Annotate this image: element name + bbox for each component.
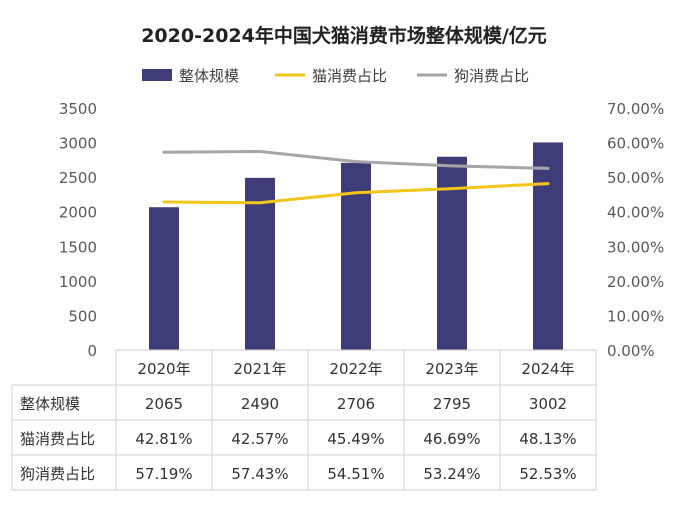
legend-label: 猫消费占比: [312, 67, 387, 85]
legend-label: 狗消费占比: [454, 67, 529, 85]
table-cell: 42.57%: [231, 430, 288, 448]
table-cell: 2065: [145, 395, 183, 413]
series-line: [162, 150, 550, 170]
table-cell: 46.69%: [423, 430, 480, 448]
left-axis: 0 500 1000 1500 2000 2500 3000 3500: [59, 100, 97, 360]
legend: 整体规模 猫消费占比 狗消费占比: [142, 67, 529, 85]
table-cell: 3002: [529, 395, 567, 413]
series-line: [162, 182, 550, 205]
right-axis: 0.00% 10.00% 20.00% 30.00% 40.00% 50.00% 60.00…: [607, 100, 664, 360]
right-axis-tick-label: 60.00%: [607, 135, 664, 153]
bar-series: [149, 142, 563, 350]
table-row-header: 整体规模: [20, 395, 80, 413]
table-cell: 53.24%: [423, 465, 480, 483]
table-row-header: 狗消费占比: [20, 465, 95, 483]
line-series: [162, 150, 550, 205]
category-label: 2021年: [233, 360, 286, 378]
left-axis-tick-label: 1500: [59, 238, 97, 256]
left-axis-tick-label: 0: [87, 342, 97, 360]
right-axis-tick-label: 0.00%: [607, 342, 655, 360]
right-axis-tick-label: 30.00%: [607, 238, 664, 256]
right-axis-tick-label: 20.00%: [607, 273, 664, 291]
left-axis-tick-label: 3000: [59, 135, 97, 153]
category-label: 2022年: [329, 360, 382, 378]
legend-swatch-bar: [142, 69, 172, 81]
category-label: 2024年: [521, 360, 574, 378]
left-axis-tick-label: 3500: [59, 100, 97, 118]
table-cell: 2795: [433, 395, 471, 413]
bar: [149, 207, 179, 350]
table-cell: 42.81%: [135, 430, 192, 448]
table-cell: 2490: [241, 395, 279, 413]
bar: [437, 156, 467, 350]
left-axis-tick-label: 2000: [59, 204, 97, 222]
chart-title: 2020-2024年中国犬猫消费市场整体规模/亿元: [141, 24, 547, 47]
table-cell: 52.53%: [519, 465, 576, 483]
table-cell: 57.19%: [135, 465, 192, 483]
table-cell: 57.43%: [231, 465, 288, 483]
bar: [245, 177, 275, 350]
right-axis-tick-label: 10.00%: [607, 307, 664, 325]
right-axis-tick-label: 50.00%: [607, 169, 664, 187]
table-cell: 48.13%: [519, 430, 576, 448]
left-axis-tick-label: 500: [68, 307, 97, 325]
left-axis-tick-label: 1000: [59, 273, 97, 291]
category-label: 2020年: [137, 360, 190, 378]
right-axis-tick-label: 70.00%: [607, 100, 664, 118]
table-cell: 2706: [337, 395, 375, 413]
bar: [533, 142, 563, 350]
table-cell: 54.51%: [327, 465, 384, 483]
right-axis-tick-label: 40.00%: [607, 204, 664, 222]
table-cell: 45.49%: [327, 430, 384, 448]
legend-label: 整体规模: [179, 67, 239, 85]
left-axis-tick-label: 2500: [59, 169, 97, 187]
table-row-header: 猫消费占比: [20, 430, 95, 448]
category-label: 2023年: [425, 360, 478, 378]
